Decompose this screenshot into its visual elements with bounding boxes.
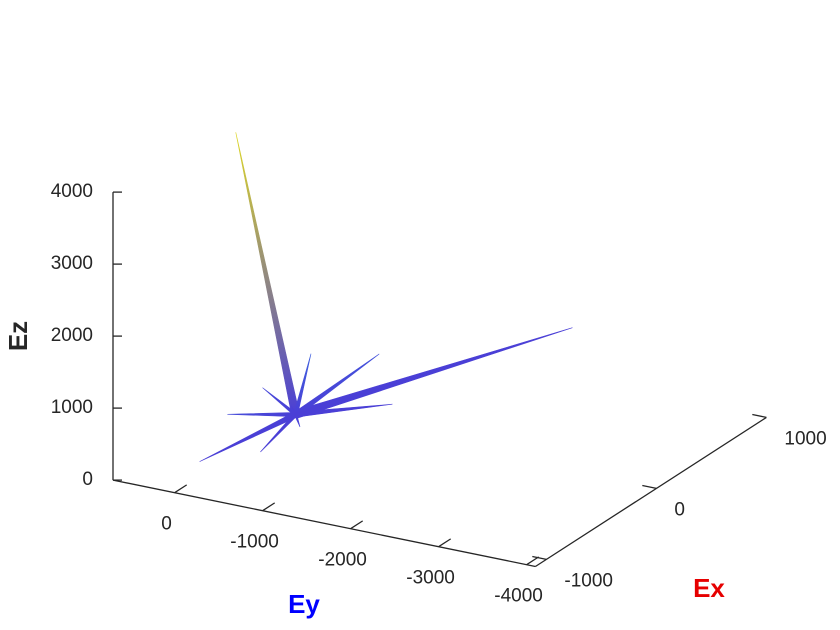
z-tick-label: 1000: [51, 397, 93, 418]
z-tick-label: 4000: [51, 181, 93, 202]
x-tick-label: 0: [674, 499, 685, 520]
y-tick-label: -3000: [406, 568, 455, 589]
y-tick: [350, 520, 364, 530]
y-tick-label: -2000: [318, 550, 367, 571]
x-tick-label: -1000: [564, 570, 613, 591]
y-tick-label: 0: [161, 514, 172, 535]
ray: [262, 387, 298, 417]
z-axis-label: Ez: [3, 321, 33, 351]
z-tick-label: 0: [82, 469, 93, 490]
y-tick: [262, 502, 276, 512]
ray: [235, 132, 300, 416]
y-tick: [174, 484, 188, 494]
ray: [294, 327, 573, 419]
x-tick: [642, 484, 657, 490]
x-axis: [535, 416, 767, 568]
y-axis-label: Ey: [288, 589, 320, 619]
x-tick: [752, 413, 767, 419]
x-tick: [532, 555, 547, 561]
y-tick: [526, 556, 540, 566]
z-tick-label: 3000: [51, 253, 93, 274]
z-tick-label: 2000: [51, 325, 93, 346]
y-tick-label: -1000: [230, 532, 279, 553]
y-axis: [112, 479, 536, 568]
ray: [199, 411, 298, 462]
y-tick: [438, 538, 452, 548]
x-tick-label: 1000: [784, 428, 826, 449]
x-axis-label: Ex: [693, 573, 725, 603]
y-tick-label: -4000: [494, 586, 543, 607]
ray: [227, 412, 296, 418]
ray: [260, 412, 298, 453]
